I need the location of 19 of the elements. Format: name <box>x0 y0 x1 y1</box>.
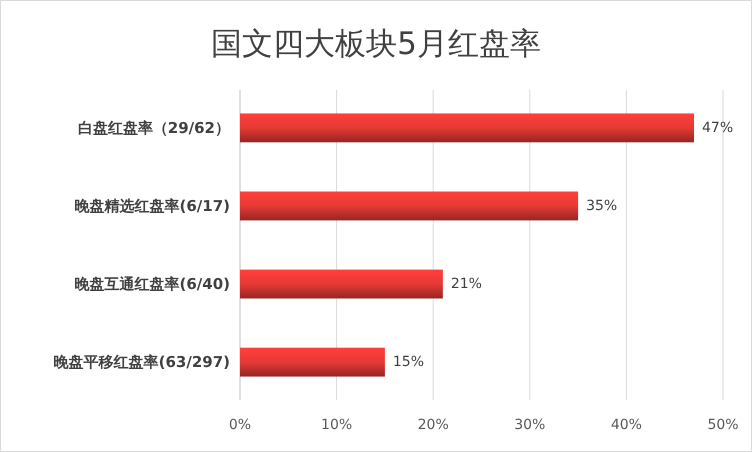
chart-title: 国文四大板块5月红盘率 <box>211 26 541 62</box>
bar <box>240 270 443 298</box>
x-tick-label: 50% <box>707 417 739 433</box>
x-tick-label: 20% <box>418 417 449 433</box>
y-tick-label: 晚盘精选红盘率(6/17) <box>74 196 230 215</box>
data-label: 47% <box>702 120 734 136</box>
x-tick-label: 40% <box>610 417 642 433</box>
x-tick-label: 10% <box>321 417 352 433</box>
y-tick-label: 晚盘互通红盘率(6/40) <box>74 275 230 294</box>
bar <box>240 113 694 142</box>
bar <box>240 348 385 377</box>
y-tick-label: 晚盘平移红盘率(63/297) <box>54 353 230 372</box>
bar <box>240 192 578 220</box>
data-label: 21% <box>450 276 482 292</box>
y-tick-label: 白盘红盘率（29/62） <box>78 118 230 137</box>
x-tick-label: 0% <box>228 417 252 433</box>
x-tick-label: 30% <box>514 417 546 433</box>
data-label: 35% <box>586 198 618 214</box>
data-label: 15% <box>392 354 424 370</box>
